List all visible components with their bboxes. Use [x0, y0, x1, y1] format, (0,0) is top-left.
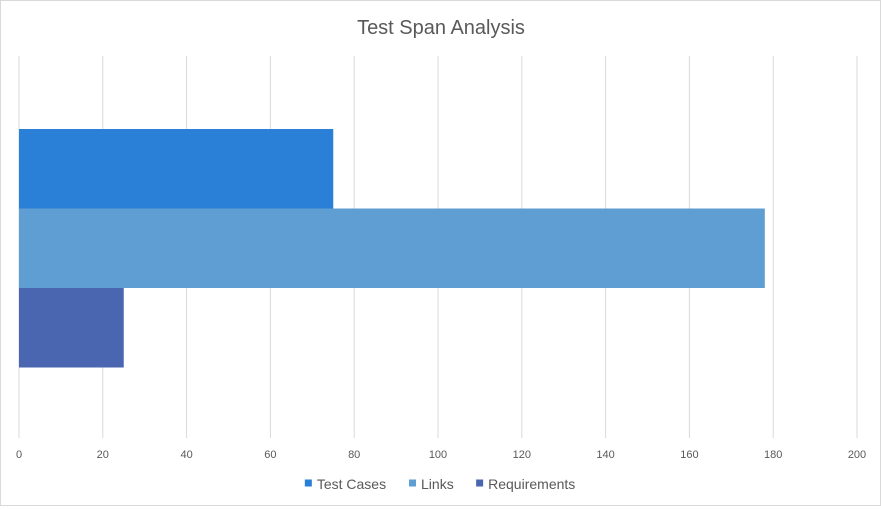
- x-tick-label: 180: [764, 449, 782, 461]
- x-tick-label: 20: [97, 449, 109, 461]
- x-tick-label: 80: [348, 449, 360, 461]
- legend-label-requirements: Requirements: [488, 476, 575, 492]
- legend-label-links: Links: [421, 476, 454, 492]
- legend-label-test-cases: Test Cases: [317, 476, 386, 492]
- x-tick-label: 40: [180, 449, 192, 461]
- x-tick-label: 200: [848, 449, 866, 461]
- x-tick-label: 100: [429, 449, 447, 461]
- legend-swatch-links: [409, 479, 417, 487]
- x-axis-ticks: 0 20 40 60 80 100 120 140 160 180 200: [16, 449, 866, 461]
- bar-test-cases: [19, 129, 334, 209]
- chart-title: Test Span Analysis: [357, 17, 525, 39]
- legend: Test Cases Links Requirements: [304, 476, 575, 492]
- bar-requirements: [19, 288, 124, 368]
- bar-links: [19, 208, 765, 288]
- x-tick-label: 140: [596, 449, 614, 461]
- x-tick-label: 0: [16, 449, 22, 461]
- legend-swatch-requirements: [476, 479, 484, 487]
- bars: [19, 129, 765, 368]
- x-tick-label: 60: [264, 449, 276, 461]
- legend-swatch-test-cases: [304, 479, 312, 487]
- x-tick-label: 160: [680, 449, 698, 461]
- x-tick-label: 120: [513, 449, 531, 461]
